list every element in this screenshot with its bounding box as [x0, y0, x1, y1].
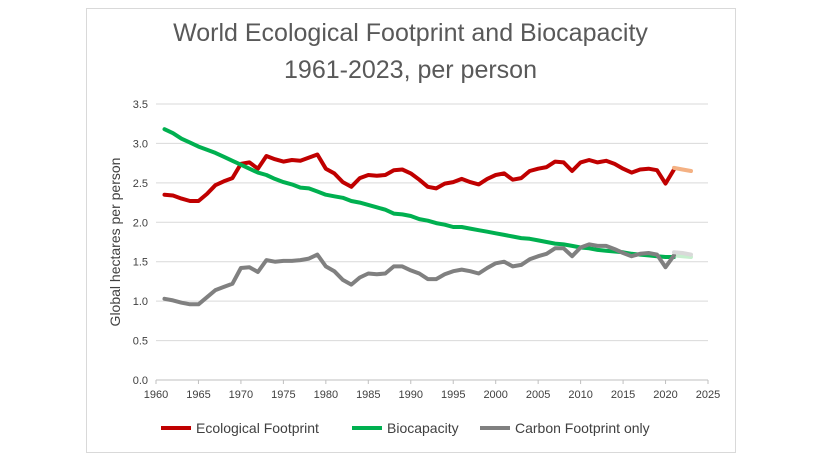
legend-item-ecological-footprint: Ecological Footprint — [161, 420, 319, 436]
y-tick-label: 3.0 — [133, 138, 148, 150]
series-line-biocapacity — [162, 127, 676, 259]
x-tick-label: 1970 — [229, 389, 253, 401]
legend-item-biocapacity: Biocapacity — [352, 420, 459, 436]
legend-label-carbon-footprint: Carbon Footprint only — [515, 420, 650, 436]
y-tick-label: 2.0 — [133, 217, 148, 229]
y-tick-label: 1.0 — [133, 296, 148, 308]
x-tick-label: 1965 — [186, 389, 210, 401]
y-tick-label: 0.5 — [133, 336, 148, 348]
x-tick-label: 1980 — [314, 389, 338, 401]
legend: Ecological Footprint Biocapacity Carbon … — [0, 420, 821, 440]
series-projection-carbon-footprint-only — [672, 250, 693, 257]
x-tick-label: 2010 — [568, 389, 592, 401]
y-tick-label: 2.5 — [133, 178, 148, 190]
legend-label-ecological-footprint: Ecological Footprint — [196, 420, 319, 436]
x-tick-label: 1995 — [441, 389, 465, 401]
y-tick-label: 1.5 — [133, 257, 148, 269]
y-tick-label: 3.5 — [133, 99, 148, 111]
x-tick-label: 1985 — [356, 389, 380, 401]
x-tick-label: 2000 — [483, 389, 507, 401]
chart-subtitle: 1961-2023, per person — [284, 56, 537, 84]
legend-item-carbon-footprint: Carbon Footprint only — [480, 420, 650, 436]
x-tick-label: 2025 — [696, 389, 720, 401]
y-tick-label: 0.0 — [133, 375, 148, 387]
x-tick-label: 2005 — [526, 389, 550, 401]
x-tick-label: 2015 — [611, 389, 635, 401]
series-projection-biocapacity — [672, 253, 693, 259]
x-tick-label: 1960 — [144, 389, 168, 401]
y-axis-label: Global hectares per person — [107, 158, 123, 327]
x-tick-label: 2020 — [653, 389, 677, 401]
legend-swatch-carbon-footprint — [480, 426, 510, 430]
legend-label-biocapacity: Biocapacity — [387, 420, 459, 436]
legend-swatch-ecological-footprint — [161, 426, 191, 430]
legend-swatch-biocapacity — [352, 426, 382, 430]
series-projection-ecological-footprint — [672, 165, 693, 173]
x-tick-label: 1990 — [399, 389, 423, 401]
x-tick-label: 1975 — [271, 389, 295, 401]
series-line-ecological-footprint — [162, 152, 676, 203]
chart-title: World Ecological Footprint and Biocapaci… — [173, 19, 648, 47]
chart-frame — [86, 8, 736, 453]
series-line-carbon-footprint-only — [162, 242, 676, 307]
